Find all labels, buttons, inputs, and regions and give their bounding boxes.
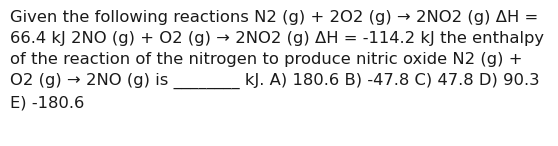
Text: Given the following reactions N2 (g) + 2O2 (g) → 2NO2 (g) ΔH =
66.4 kJ 2NO (g) +: Given the following reactions N2 (g) + 2… [10,10,544,110]
